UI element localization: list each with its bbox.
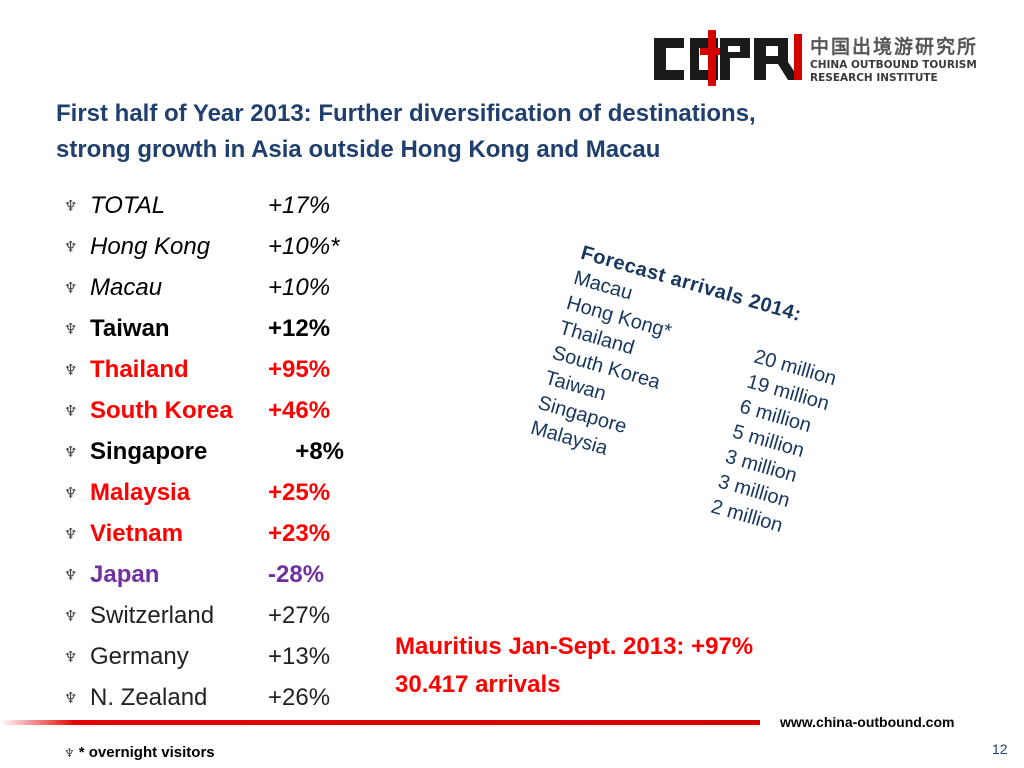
logo-english-name: CHINA OUTBOUND TOURISM RESEARCH INSTITUT… <box>810 59 1020 85</box>
country-label: Vietnam <box>90 520 183 547</box>
growth-row-malaysia: ♆ Malaysia +25% <box>64 475 394 516</box>
growth-row-germany: ♆ Germany +13% <box>64 639 394 680</box>
logo-english-line2: RESEARCH INSTITUTE <box>810 72 938 84</box>
growth-value: +10% <box>268 274 331 301</box>
growth-row-vietnam: ♆ Vietnam +23% <box>64 516 394 557</box>
growth-row-switzerland: ♆ Switzerland +27% <box>64 598 394 639</box>
country-label: Taiwan <box>90 315 170 342</box>
slide-title-line2: strong growth in Asia outside Hong Kong … <box>56 136 661 163</box>
bullet-icon: ♆ <box>64 197 78 215</box>
growth-row-new-zealand: ♆ N. Zealand +26% <box>64 680 394 721</box>
country-label: Switzerland <box>90 602 215 629</box>
growth-row-thailand: ♆ Thailand +95% <box>64 352 394 393</box>
growth-value: +10%* <box>268 233 340 260</box>
mauritius-line2: 30.417 arrivals <box>395 671 561 698</box>
page-number: 12 <box>992 741 1008 757</box>
growth-value: +13% <box>268 643 331 670</box>
growth-value: +8% <box>295 438 344 465</box>
footnote: ♆ * overnight visitors <box>64 744 215 761</box>
slide-title-line1: First half of Year 2013: Further diversi… <box>56 100 756 127</box>
growth-row-hong-kong: ♆ Hong Kong +10%* <box>64 229 394 270</box>
bullet-icon: ♆ <box>64 607 78 625</box>
growth-row-total: ♆ TOTAL +17% <box>64 188 394 229</box>
growth-value: +26% <box>268 684 331 711</box>
bullet-icon: ♆ <box>64 238 78 256</box>
country-label: Malaysia <box>90 479 191 506</box>
country-label: Hong Kong <box>90 233 211 260</box>
logo-english-line1: CHINA OUTBOUND TOURISM <box>810 59 977 71</box>
growth-row-japan: ♆ Japan -28% <box>64 557 394 598</box>
growth-row-singapore: ♆ Singapore +8% <box>64 434 394 475</box>
mauritius-line1: Mauritius Jan-Sept. 2013: +97% <box>395 633 754 660</box>
bullet-icon: ♆ <box>64 746 75 760</box>
growth-value: +17% <box>268 192 331 219</box>
forecast-box: Forecast arrivals 2014: Macau Hong Kong*… <box>502 240 902 619</box>
country-label: N. Zealand <box>90 684 208 711</box>
growth-row-taiwan: ♆ Taiwan +12% <box>64 311 394 352</box>
growth-row-macau: ♆ Macau +10% <box>64 270 394 311</box>
country-label: South Korea <box>90 397 233 424</box>
bullet-icon: ♆ <box>64 566 78 584</box>
country-label: Macau <box>90 274 163 301</box>
bullet-icon: ♆ <box>64 402 78 420</box>
country-label: Thailand <box>90 356 189 383</box>
country-label: Singapore <box>90 438 208 465</box>
country-label: Japan <box>90 561 160 588</box>
bullet-icon: ♆ <box>64 484 78 502</box>
growth-row-south-korea: ♆ South Korea +46% <box>64 393 394 434</box>
website-url: www.china-outbound.com <box>780 714 955 730</box>
bullet-icon: ♆ <box>64 320 78 338</box>
country-label: Germany <box>90 643 189 670</box>
growth-value: +95% <box>268 356 331 383</box>
slide-title: First half of Year 2013: Further diversi… <box>56 96 956 168</box>
growth-value: +46% <box>268 397 331 424</box>
bullet-icon: ♆ <box>64 689 78 707</box>
growth-value: +23% <box>268 520 331 547</box>
footnote-text: * overnight visitors <box>78 744 215 761</box>
bullet-icon: ♆ <box>64 279 78 297</box>
bullet-icon: ♆ <box>64 525 78 543</box>
institute-logo: 中国出境游研究所 CHINA OUTBOUND TOURISM RESEARCH… <box>648 30 1018 90</box>
bullet-icon: ♆ <box>64 443 78 461</box>
mauritius-note: Mauritius Jan-Sept. 2013: +97% 30.417 ar… <box>395 628 915 704</box>
growth-value: -28% <box>268 561 325 588</box>
bullet-icon: ♆ <box>64 361 78 379</box>
growth-list: ♆ TOTAL +17% ♆ Hong Kong +10%* ♆ Macau +… <box>64 188 394 721</box>
growth-value: +27% <box>268 602 331 629</box>
footer-divider <box>0 720 760 725</box>
cotri-logo-icon <box>654 30 802 86</box>
growth-value: +25% <box>268 479 331 506</box>
bullet-icon: ♆ <box>64 648 78 666</box>
growth-value: +12% <box>268 315 331 342</box>
country-label: TOTAL <box>90 192 166 219</box>
logo-chinese-name: 中国出境游研究所 <box>810 36 979 58</box>
